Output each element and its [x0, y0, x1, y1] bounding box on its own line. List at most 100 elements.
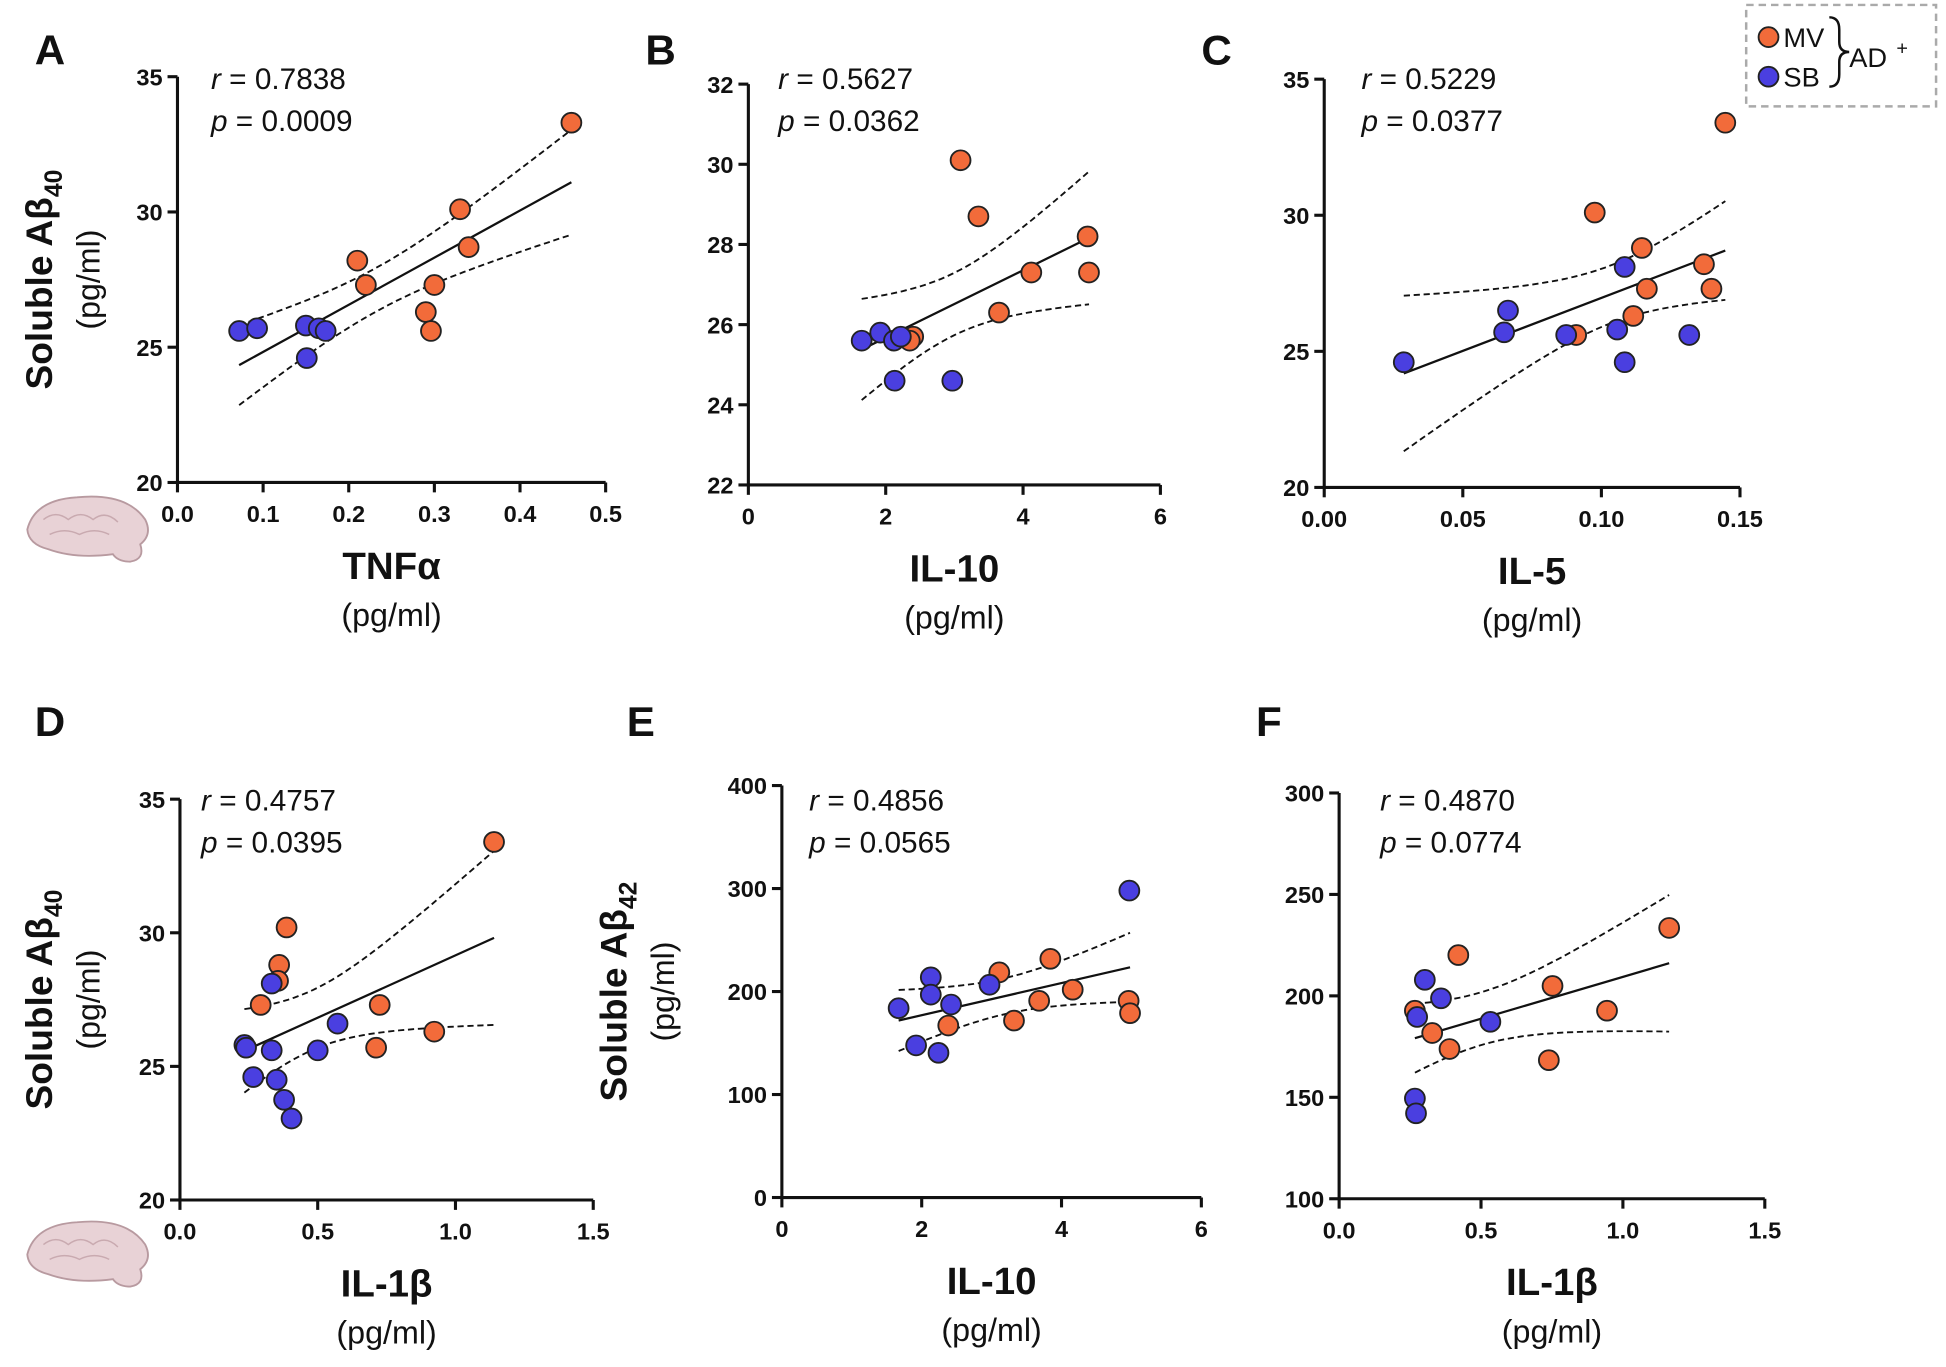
panel-letter: C — [1201, 26, 1231, 73]
x-tick-label: 0.05 — [1440, 506, 1486, 532]
data-point — [246, 317, 268, 340]
y-tick-label: 30 — [139, 920, 165, 946]
annotation: p = 0.0377 — [1360, 105, 1503, 138]
data-point — [242, 1066, 265, 1088]
brain-icon — [26, 1220, 149, 1288]
data-point — [483, 831, 505, 853]
annotation: p = 0.0395 — [200, 826, 343, 859]
annotation: p = 0.0774 — [1379, 826, 1522, 859]
data-point — [235, 1036, 257, 1059]
data-point — [260, 1039, 283, 1062]
x-tick-label: 0.5 — [589, 501, 622, 527]
y-axis-label: Soluble Aβ42 — [593, 882, 643, 1102]
x-axis-unit: (pg/ml) — [1502, 1313, 1602, 1349]
confidence-band — [243, 1024, 495, 1094]
y-label-text: Soluble Aβ — [18, 197, 60, 389]
data-point — [1405, 1102, 1427, 1125]
confidence-band — [1414, 894, 1670, 1005]
data-point — [280, 1107, 303, 1130]
data-point — [1541, 975, 1564, 997]
annotation: p = 0.0362 — [777, 105, 920, 138]
confidence-band — [1403, 298, 1726, 453]
data-point — [1421, 1022, 1444, 1044]
data-point — [326, 1012, 349, 1035]
fit-line — [238, 181, 572, 367]
legend-brace — [1829, 16, 1850, 88]
data-point — [1039, 947, 1062, 970]
data-point — [1438, 1038, 1461, 1060]
data-point — [1700, 277, 1723, 300]
data-point — [883, 369, 906, 392]
data-point — [1658, 917, 1681, 939]
y-axis-unit: (pg/ml) — [70, 230, 106, 330]
data-point — [1537, 1049, 1560, 1072]
x-axis-label: IL-1β — [1506, 1261, 1598, 1304]
x-tick-label: 1.5 — [1748, 1217, 1781, 1243]
data-point — [314, 320, 337, 342]
y-tick-label: 200 — [1285, 984, 1324, 1010]
data-point — [249, 994, 272, 1016]
y-axis-label: Soluble Aβ40 — [18, 170, 68, 390]
x-tick-label: 4 — [1016, 504, 1029, 530]
data-point — [1613, 256, 1636, 278]
x-tick-label: 0 — [742, 504, 755, 530]
x-axis-label: IL-10 — [947, 1260, 1037, 1303]
x-axis-label: IL-10 — [909, 547, 999, 590]
x-tick-label: 1.0 — [1607, 1217, 1640, 1243]
data-point — [449, 198, 471, 221]
panel-letter: E — [627, 698, 655, 745]
data-point — [306, 1039, 329, 1062]
confidence-band — [238, 233, 572, 406]
annotation: r = 0.4870 — [1380, 784, 1515, 817]
legend-box — [1744, 3, 1938, 108]
data-point — [1392, 351, 1415, 374]
x-tick-label: 2 — [915, 1216, 928, 1242]
data-point — [1635, 277, 1658, 300]
data-point — [560, 111, 583, 134]
y-tick-label: 26 — [707, 312, 733, 338]
x-tick-label: 0.5 — [301, 1219, 334, 1245]
x-axis-unit: (pg/ml) — [1482, 602, 1582, 638]
x-tick-label: 0.0 — [161, 501, 194, 527]
data-point — [265, 1068, 288, 1091]
y-tick-label: 24 — [707, 392, 733, 418]
data-point — [967, 205, 990, 228]
data-point — [905, 1034, 927, 1057]
data-point — [1497, 299, 1519, 322]
data-point — [228, 320, 250, 342]
y-tick-label: 25 — [1283, 339, 1309, 365]
legend-label: MV — [1783, 22, 1825, 53]
data-point — [978, 973, 1001, 996]
legend-label: SB — [1783, 62, 1819, 93]
data-point — [457, 236, 480, 258]
legend-marker — [1757, 26, 1780, 48]
y-tick-label: 32 — [707, 72, 733, 98]
data-point — [949, 149, 972, 172]
y-tick-label: 100 — [1285, 1186, 1324, 1212]
annotation: p = 0.0009 — [210, 105, 353, 138]
data-point — [1555, 324, 1578, 346]
x-tick-label: 0.1 — [247, 501, 280, 527]
data-point — [1028, 989, 1051, 1012]
x-axis-label: IL-1β — [341, 1263, 433, 1306]
data-point — [887, 997, 910, 1020]
data-point — [355, 274, 377, 296]
fit-line — [243, 936, 495, 1052]
y-tick-label: 20 — [1283, 475, 1309, 501]
legend-marker — [1757, 65, 1780, 88]
data-point — [423, 274, 446, 296]
data-point — [988, 301, 1010, 324]
annotation: r = 0.4757 — [201, 784, 336, 817]
panel-letter: B — [645, 26, 675, 73]
data-point — [1119, 1002, 1141, 1024]
x-tick-label: 0.10 — [1578, 506, 1624, 532]
data-point — [937, 1014, 960, 1037]
confidence-band — [861, 170, 1090, 300]
annotation: r = 0.5627 — [778, 63, 913, 96]
y-tick-label: 200 — [728, 979, 767, 1005]
data-point — [1076, 225, 1099, 248]
data-point — [927, 1041, 950, 1064]
data-point — [1078, 261, 1100, 284]
data-point — [423, 1020, 446, 1043]
